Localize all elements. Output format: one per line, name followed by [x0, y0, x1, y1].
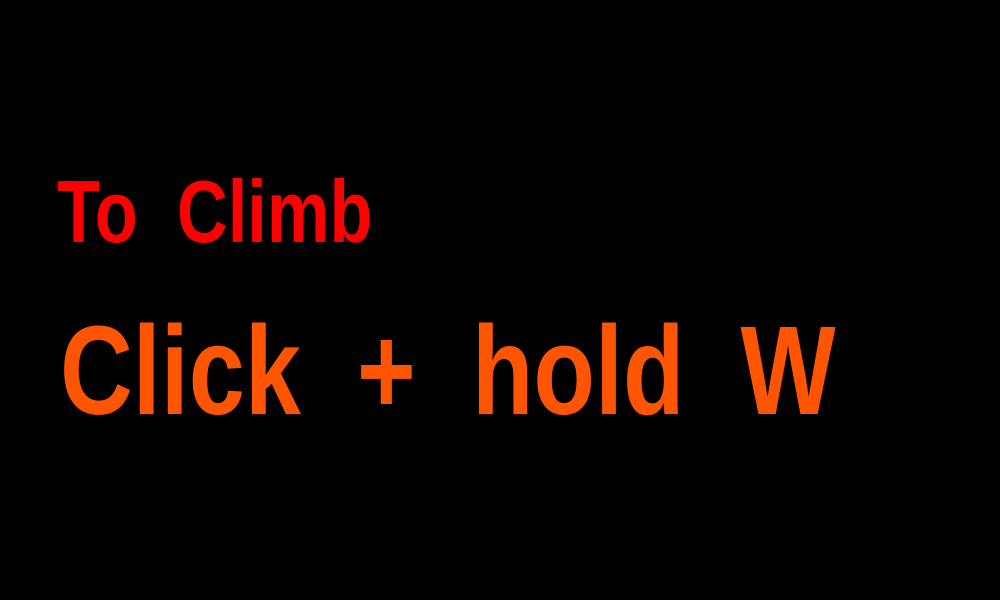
climb-control-hint: Click + hold W: [60, 300, 836, 441]
climb-instruction-heading: To Climb: [57, 162, 373, 261]
